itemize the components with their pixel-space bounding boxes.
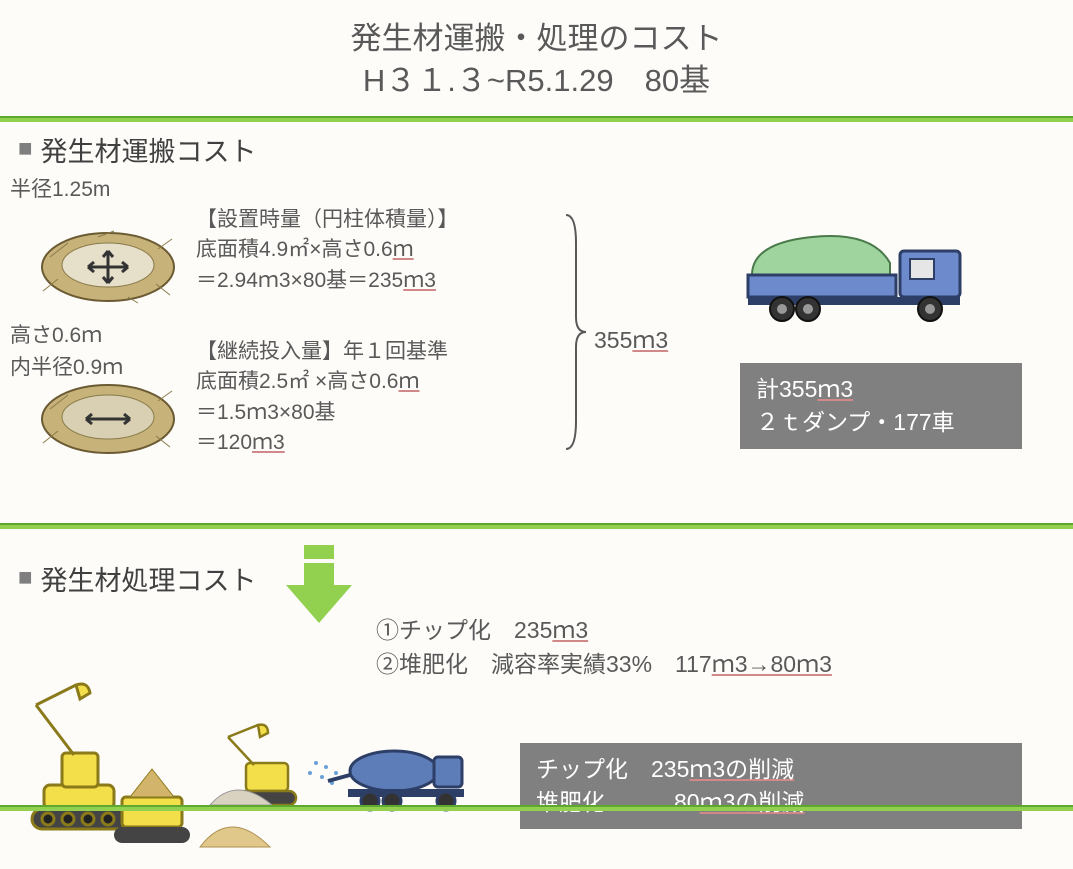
p2c: ｍ3	[796, 651, 832, 677]
p2b: ｍ3→80	[712, 651, 796, 677]
p2a: ②堆肥化 減容率実績33% 117	[376, 651, 712, 677]
formula-install: 【設置時量（円柱体積量）】 底面積4.9㎡×高さ0.6ｍ ＝2.94ｍ3×80基…	[196, 205, 459, 296]
f1-l1a: 底面積4.9㎡×高さ0.6	[196, 238, 393, 261]
f2-l1a: 底面積2.5㎡ ×高さ0.6	[196, 370, 398, 393]
sb1-l1a: 計355	[756, 376, 817, 402]
divider-top	[0, 116, 1073, 122]
nest-icon-1	[38, 229, 178, 305]
machinery-icon	[14, 677, 474, 857]
title-line-2: H３１.３~R5.1.29 80基	[0, 60, 1073, 102]
section-2-body: 発生材処理コスト ①チップ化 235ｍ3 ②堆肥化 減容率実績33% 117ｍ3…	[0, 559, 1073, 869]
label-inner-radius: 内半径0.9ｍ	[10, 351, 123, 381]
sb2-l1a: チップ化 235	[536, 756, 689, 782]
page-title: 発生材運搬・処理のコスト H３１.３~R5.1.29 80基	[0, 0, 1073, 102]
formula-install-title: 【設置時量（円柱体積量）】	[196, 205, 459, 235]
summary-processing-line-1: チップ化 235ｍ3の削減	[536, 753, 1006, 786]
section-1-body: 半径1.25m 高さ0.6ｍ 内半径0.9ｍ	[0, 173, 1073, 523]
summary-transport-line-2: ２ｔダンプ・177車	[756, 406, 1006, 439]
sb2-l2b: ｍ3の削減	[700, 789, 805, 815]
section-2-heading: 発生材処理コスト	[18, 559, 1073, 598]
truck-icon	[742, 213, 992, 323]
arrow-down-icon	[276, 545, 362, 630]
f1-l1b: ｍ	[393, 238, 414, 261]
f1-l2b: ｍ3	[403, 269, 436, 292]
f2-l3a: ＝120	[196, 431, 252, 454]
process-list: ①チップ化 235ｍ3 ②堆肥化 減容率実績33% 117ｍ3→80ｍ3	[376, 613, 832, 682]
f2-l1b: ｍ	[398, 370, 419, 393]
formula-cont-line-1: 底面積2.5㎡ ×高さ0.6ｍ	[196, 367, 448, 397]
formula-cont-title: 【継続投入量】年１回基準	[196, 337, 448, 367]
formula-continuous: 【継続投入量】年１回基準 底面積2.5㎡ ×高さ0.6ｍ ＝1.5ｍ3×80基 …	[196, 337, 448, 459]
divider-bottom	[0, 805, 1073, 811]
label-height: 高さ0.6ｍ	[10, 319, 102, 349]
title-line-1: 発生材運搬・処理のコスト	[0, 18, 1073, 60]
summary-transport-line-1: 計355ｍ3	[756, 373, 1006, 406]
bracket-total: 355ｍ3	[594, 321, 668, 355]
summary-box-transport: 計355ｍ3 ２ｔダンプ・177車	[740, 363, 1022, 450]
formula-cont-line-3: ＝120ｍ3	[196, 428, 448, 458]
f2-l3b: ｍ3	[252, 431, 285, 454]
p1a: ①チップ化 235	[376, 617, 552, 643]
formula-install-line-1: 底面積4.9㎡×高さ0.6ｍ	[196, 235, 459, 265]
formula-cont-line-2: ＝1.5ｍ3×80基	[196, 398, 448, 428]
summary-box-processing: チップ化 235ｍ3の削減 堆肥化 80ｍ3の削減	[520, 743, 1022, 830]
curly-bracket-icon	[562, 213, 588, 451]
section-2-heading-text: 発生材処理コスト	[41, 559, 257, 598]
p1b: ｍ3	[552, 617, 588, 643]
sb2-l2a: 堆肥化 80	[536, 789, 700, 815]
f1-l2a: ＝2.94ｍ3×80基＝235	[196, 269, 403, 292]
summary-processing-line-2: 堆肥化 80ｍ3の削減	[536, 786, 1006, 819]
sb1-l1b: ｍ3	[817, 376, 853, 402]
sb2-l1b: ｍ3の削減	[689, 756, 794, 782]
label-radius: 半径1.25m	[10, 173, 110, 203]
process-line-1: ①チップ化 235ｍ3	[376, 613, 832, 648]
divider-mid	[0, 523, 1073, 529]
formula-install-line-2: ＝2.94ｍ3×80基＝235ｍ3	[196, 266, 459, 296]
total-a: 355	[594, 327, 632, 353]
total-b: ｍ3	[632, 327, 668, 353]
section-1-heading: 発生材運搬コスト	[18, 130, 1073, 169]
nest-icon-2	[38, 381, 178, 457]
section-1-heading-text: 発生材運搬コスト	[41, 130, 257, 169]
